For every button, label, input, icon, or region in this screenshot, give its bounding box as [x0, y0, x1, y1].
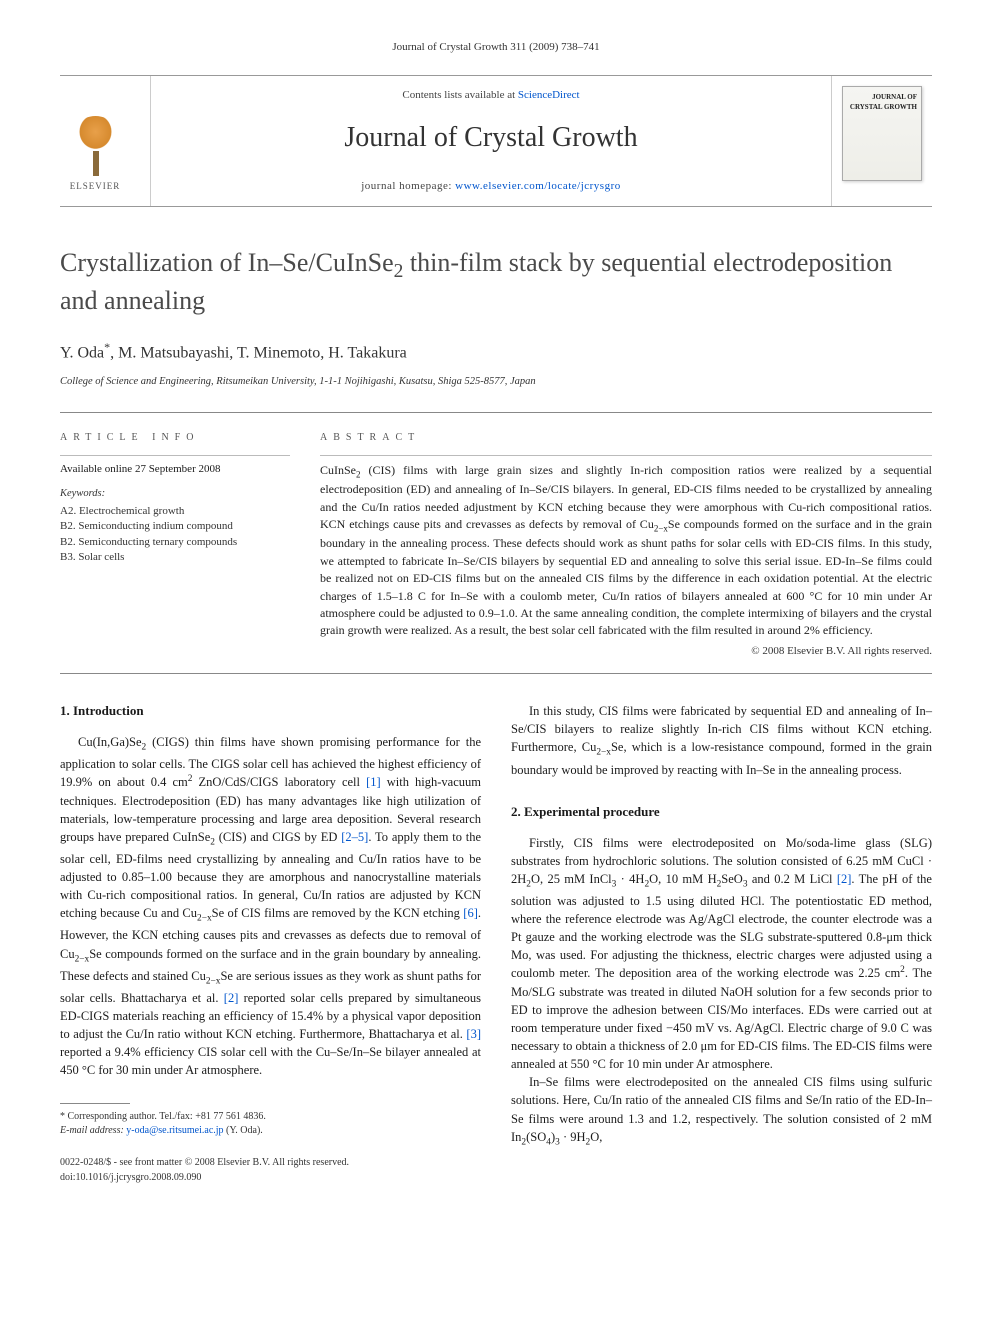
cover-small-text: JOURNAL OF CRYSTAL GROWTH	[843, 93, 921, 113]
journal-reference: Journal of Crystal Growth 311 (2009) 738…	[60, 40, 932, 55]
abstract: ABSTRACT CuInSe2 (CIS) films with large …	[320, 431, 932, 659]
abstract-header: ABSTRACT	[320, 431, 932, 445]
article-info: ARTICLE INFO Available online 27 Septemb…	[60, 431, 290, 659]
footer-line-1: 0022-0248/$ - see front matter © 2008 El…	[60, 1156, 481, 1171]
info-abstract-row: ARTICLE INFO Available online 27 Septemb…	[60, 413, 932, 673]
affiliation: College of Science and Engineering, Rits…	[60, 375, 932, 390]
keyword-item: A2. Electrochemical growth	[60, 504, 290, 519]
masthead: ELSEVIER Contents lists available at Sci…	[60, 75, 932, 207]
section-2-heading: 2. Experimental procedure	[511, 803, 932, 822]
contents-line: Contents lists available at ScienceDirec…	[151, 88, 831, 103]
keyword-item: B2. Semiconducting ternary compounds	[60, 535, 290, 550]
keyword-item: B2. Semiconducting indium compound	[60, 519, 290, 534]
article-info-header: ARTICLE INFO	[60, 431, 290, 445]
body-columns: 1. Introduction Cu(In,Ga)Se2 (CIGS) thin…	[60, 702, 932, 1185]
email-label: E-mail address:	[60, 1125, 126, 1136]
footnote-separator	[60, 1103, 130, 1104]
sciencedirect-link[interactable]: ScienceDirect	[518, 89, 580, 101]
article-title: Crystallization of In–Se/CuInSe2 thin-fi…	[60, 247, 932, 317]
authors: Y. Oda*, M. Matsubayashi, T. Minemoto, H…	[60, 339, 932, 365]
cover-small: JOURNAL OF	[872, 93, 917, 101]
publisher-name: ELSEVIER	[70, 180, 121, 193]
abstract-copyright: © 2008 Elsevier B.V. All rights reserved…	[320, 644, 932, 659]
email-line: E-mail address: y-oda@se.ritsumei.ac.jp …	[60, 1124, 481, 1138]
column-left: 1. Introduction Cu(In,Ga)Se2 (CIGS) thin…	[60, 702, 481, 1185]
section-1-para-1: Cu(In,Ga)Se2 (CIGS) thin films have show…	[60, 733, 481, 1079]
available-online: Available online 27 September 2008	[60, 455, 290, 477]
rule-bottom	[60, 673, 932, 674]
cover-title: CRYSTAL GROWTH	[850, 103, 917, 111]
homepage-line: journal homepage: www.elsevier.com/locat…	[151, 179, 831, 194]
section-2-para-1: Firstly, CIS films were electrodeposited…	[511, 834, 932, 1074]
email-link[interactable]: y-oda@se.ritsumei.ac.jp	[126, 1125, 223, 1136]
elsevier-logo: ELSEVIER	[60, 116, 130, 201]
journal-cover-thumbnail: JOURNAL OF CRYSTAL GROWTH	[842, 86, 922, 181]
homepage-link[interactable]: www.elsevier.com/locate/jcrysgro	[455, 180, 621, 192]
section-1-heading: 1. Introduction	[60, 702, 481, 721]
contents-prefix: Contents lists available at	[402, 89, 517, 101]
abstract-text: CuInSe2 (CIS) films with large grain siz…	[320, 462, 932, 640]
footer-doi: doi:10.1016/j.jcrysgro.2008.09.090	[60, 1171, 481, 1186]
masthead-center: Contents lists available at ScienceDirec…	[150, 76, 832, 206]
email-suffix: (Y. Oda).	[224, 1125, 263, 1136]
corresponding-author: * Corresponding author. Tel./fax: +81 77…	[60, 1110, 481, 1124]
homepage-prefix: journal homepage:	[361, 180, 455, 192]
publisher-logo-cell: ELSEVIER	[60, 76, 150, 206]
journal-name: Journal of Crystal Growth	[151, 118, 831, 157]
elsevier-tree-icon	[68, 116, 123, 176]
column-right: In this study, CIS films were fabricated…	[511, 702, 932, 1185]
section-2-para-2: In–Se films were electrodeposited on the…	[511, 1073, 932, 1149]
keyword-item: B3. Solar cells	[60, 550, 290, 565]
col2-para-1: In this study, CIS films were fabricated…	[511, 702, 932, 778]
journal-cover-cell: JOURNAL OF CRYSTAL GROWTH	[832, 76, 932, 206]
keywords-label: Keywords:	[60, 487, 290, 502]
